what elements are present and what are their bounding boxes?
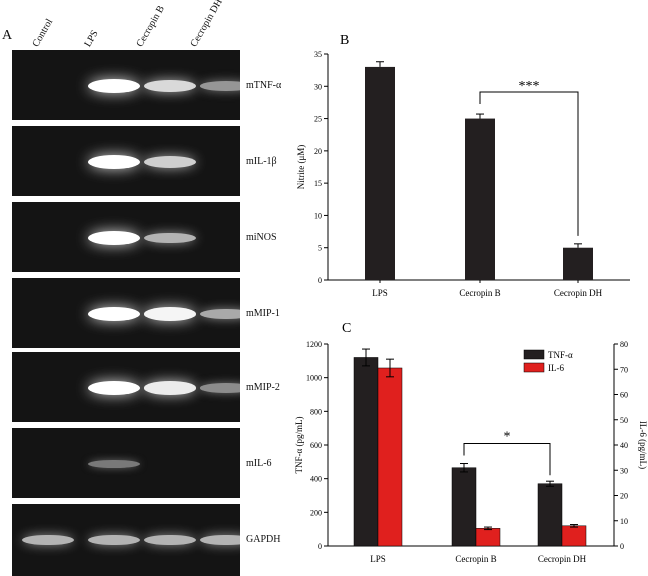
bar bbox=[365, 66, 395, 280]
legend-label: TNF-α bbox=[548, 350, 573, 360]
right-tick-label: 30 bbox=[620, 466, 628, 475]
y-tick-label: 10 bbox=[314, 211, 322, 220]
x-tick-label: Cecropin DH bbox=[554, 288, 603, 298]
gel-band bbox=[200, 534, 240, 546]
y-tick-label: 0 bbox=[318, 276, 322, 285]
legend-swatch bbox=[523, 349, 545, 360]
bar bbox=[475, 528, 501, 547]
bar bbox=[353, 357, 379, 547]
gel-label: mIL-1β bbox=[246, 156, 277, 167]
left-tick-label: 1200 bbox=[306, 340, 322, 349]
gel-band bbox=[22, 534, 74, 546]
legend-swatch bbox=[523, 362, 545, 373]
gel-band bbox=[88, 307, 140, 321]
left-tick-label: 800 bbox=[310, 407, 322, 416]
gel-strip bbox=[12, 352, 240, 422]
right-tick-label: 50 bbox=[620, 416, 628, 425]
left-tick-label: 0 bbox=[318, 542, 322, 551]
lane-label-cecropin-b: Cecropin B bbox=[134, 3, 167, 49]
left-tick-label: 200 bbox=[310, 508, 322, 517]
gel-band bbox=[200, 308, 240, 320]
lane-label-control: Control bbox=[30, 17, 56, 49]
gel-band bbox=[144, 79, 196, 93]
right-tick-label: 20 bbox=[620, 492, 628, 501]
lane-label-lps: LPS bbox=[82, 28, 101, 49]
bar bbox=[465, 118, 495, 280]
gel-label: miNOS bbox=[246, 232, 277, 243]
gel-label: mTNF-α bbox=[246, 80, 282, 91]
bar bbox=[561, 525, 587, 547]
gel-band bbox=[144, 232, 196, 244]
right-tick-label: 70 bbox=[620, 365, 628, 374]
gel-band bbox=[144, 534, 196, 546]
significance-bracket bbox=[479, 91, 579, 236]
nitrite-chart: B 0 5 10 15 20 25 30 35 Nitrite (μM) LPS Cecropin B… bbox=[296, 33, 630, 298]
y-tick-label: 20 bbox=[314, 147, 322, 156]
gel-band bbox=[88, 381, 140, 395]
y-tick-label: 35 bbox=[314, 50, 322, 59]
significance-label: *** bbox=[519, 79, 540, 94]
y-tick-label: 5 bbox=[318, 244, 322, 253]
gel-band bbox=[144, 307, 196, 321]
right-tick-label: 10 bbox=[620, 517, 628, 526]
x-tick-label: Cecropin DH bbox=[538, 554, 587, 564]
right-tick-label: 60 bbox=[620, 391, 628, 400]
significance-label: * bbox=[504, 430, 511, 445]
left-tick-label: 400 bbox=[310, 475, 322, 484]
gel-band bbox=[200, 383, 240, 393]
left-tick-label: 1000 bbox=[306, 374, 322, 383]
panel-a-letter: A bbox=[2, 28, 13, 43]
gel-band bbox=[200, 81, 240, 91]
panel-b-letter: B bbox=[340, 33, 349, 48]
gel-band bbox=[144, 381, 196, 395]
gel-label: mMIP-1 bbox=[246, 308, 280, 319]
right-tick-label: 80 bbox=[620, 340, 628, 349]
gel-strip bbox=[12, 202, 240, 272]
gel-strip bbox=[12, 50, 240, 120]
bar bbox=[451, 467, 477, 547]
left-axis-label: TNF-α (pg/mL) bbox=[294, 417, 304, 474]
x-tick-label: LPS bbox=[370, 554, 386, 564]
gel-band bbox=[88, 79, 140, 93]
y-tick-label: 30 bbox=[314, 82, 322, 91]
legend-label: IL-6 bbox=[548, 363, 564, 373]
gel-band bbox=[88, 459, 140, 469]
panel-c-letter: C bbox=[342, 321, 351, 336]
gel-band bbox=[88, 155, 140, 169]
gel-band bbox=[144, 156, 196, 168]
gel-strip bbox=[12, 126, 240, 196]
right-axis-label: IL-6 (pg/mL) bbox=[638, 421, 648, 469]
y-tick-label: 15 bbox=[314, 179, 322, 188]
x-tick-label: Cecropin B bbox=[455, 554, 496, 564]
gel-band bbox=[88, 231, 140, 245]
gel-label: GAPDH bbox=[246, 534, 281, 545]
x-tick-label: LPS bbox=[372, 288, 388, 298]
gel-label: mMIP-2 bbox=[246, 382, 280, 393]
right-tick-label: 40 bbox=[620, 441, 628, 450]
gel-label: mIL-6 bbox=[246, 458, 272, 469]
bar bbox=[377, 367, 403, 547]
gel-strip bbox=[12, 504, 240, 576]
bar bbox=[537, 483, 563, 547]
significance-bracket bbox=[463, 443, 551, 476]
y-tick-label: 25 bbox=[314, 115, 322, 124]
left-tick-label: 600 bbox=[310, 441, 322, 450]
lane-label-cecropin-dh: Cecropin DH bbox=[188, 0, 225, 50]
y-axis-label: Nitrite (μM) bbox=[296, 145, 306, 190]
gel-band bbox=[88, 534, 140, 546]
x-tick-label: Cecropin B bbox=[459, 288, 500, 298]
gel-strip bbox=[12, 428, 240, 498]
bar bbox=[563, 247, 593, 280]
gel-strip bbox=[12, 278, 240, 348]
cytokine-chart: C 0 200 400 600 800 1000 1200 0 10 20 30 40 50 60 70 80 T… bbox=[294, 321, 648, 564]
right-tick-label: 0 bbox=[620, 542, 624, 551]
